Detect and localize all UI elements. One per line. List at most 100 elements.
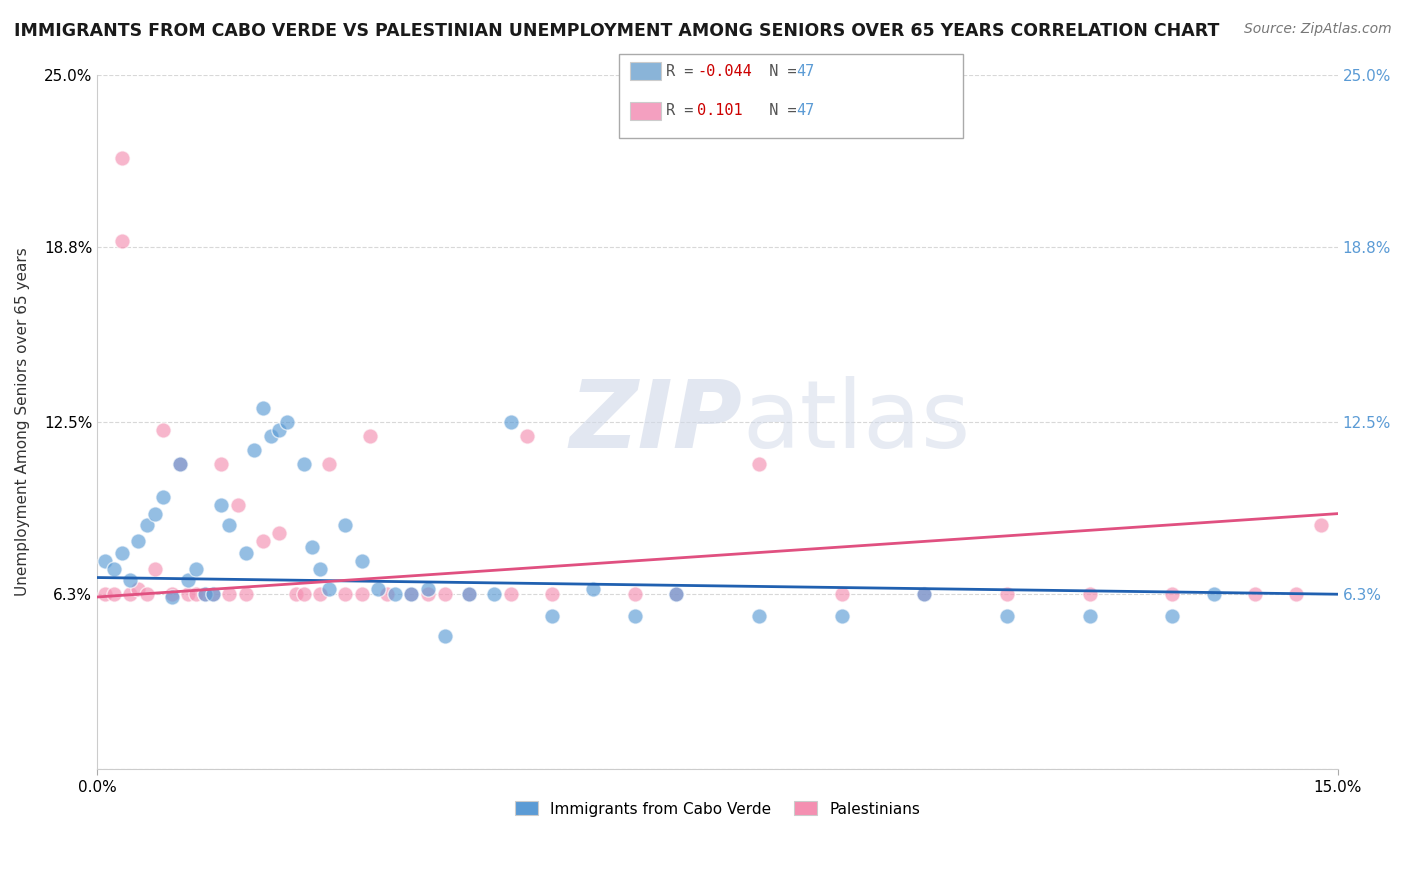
Point — [1078, 587, 1101, 601]
Point — [1161, 587, 1184, 601]
Legend: Immigrants from Cabo Verde, Palestinians: Immigrants from Cabo Verde, Palestinians — [508, 794, 928, 824]
Point — [912, 587, 935, 601]
Point — [160, 590, 183, 604]
Point — [284, 587, 307, 601]
Text: 0.101: 0.101 — [697, 103, 742, 118]
Point — [912, 587, 935, 601]
Text: ZIP: ZIP — [569, 376, 742, 468]
Point — [177, 587, 200, 601]
Point — [201, 587, 224, 601]
Point — [309, 562, 332, 576]
Text: 47: 47 — [796, 103, 814, 118]
Point — [1285, 587, 1308, 601]
Point — [209, 457, 232, 471]
Point — [318, 582, 340, 596]
Point — [267, 526, 290, 541]
Point — [541, 587, 564, 601]
Point — [235, 545, 257, 559]
Point — [831, 609, 853, 624]
Point — [516, 429, 538, 443]
Point — [359, 429, 381, 443]
Point — [152, 423, 174, 437]
Point — [367, 582, 389, 596]
Point — [401, 587, 423, 601]
Point — [292, 457, 315, 471]
Point — [292, 587, 315, 601]
Point — [1310, 517, 1333, 532]
Point — [665, 587, 688, 601]
Point — [120, 587, 142, 601]
Text: -0.044: -0.044 — [697, 64, 752, 78]
Point — [582, 582, 605, 596]
Point — [111, 234, 134, 248]
Point — [458, 587, 481, 601]
Text: N =: N = — [751, 64, 806, 78]
Point — [335, 517, 357, 532]
Point — [186, 587, 208, 601]
Point — [433, 587, 456, 601]
Point — [384, 587, 406, 601]
Point — [458, 587, 481, 601]
Point — [252, 534, 274, 549]
Point — [111, 545, 134, 559]
Point — [318, 457, 340, 471]
Point — [335, 587, 357, 601]
Point — [226, 498, 249, 512]
Point — [235, 587, 257, 601]
Point — [623, 609, 645, 624]
Text: N =: N = — [751, 103, 806, 118]
Point — [252, 401, 274, 415]
Point — [350, 587, 373, 601]
Point — [94, 554, 117, 568]
Point — [541, 609, 564, 624]
Point — [665, 587, 688, 601]
Point — [301, 540, 323, 554]
Point — [260, 429, 283, 443]
Y-axis label: Unemployment Among Seniors over 65 years: Unemployment Among Seniors over 65 years — [15, 248, 30, 596]
Point — [243, 442, 266, 457]
Point — [375, 587, 398, 601]
Point — [276, 415, 298, 429]
Text: IMMIGRANTS FROM CABO VERDE VS PALESTINIAN UNEMPLOYMENT AMONG SENIORS OVER 65 YEA: IMMIGRANTS FROM CABO VERDE VS PALESTINIA… — [14, 22, 1219, 40]
Point — [1078, 609, 1101, 624]
Point — [143, 507, 166, 521]
Point — [309, 587, 332, 601]
Point — [186, 562, 208, 576]
Point — [1244, 587, 1267, 601]
Point — [94, 587, 117, 601]
Point — [350, 554, 373, 568]
Point — [209, 498, 232, 512]
Point — [433, 629, 456, 643]
Point — [1202, 587, 1225, 601]
Text: 47: 47 — [796, 64, 814, 78]
Point — [416, 587, 439, 601]
Point — [995, 587, 1018, 601]
Point — [169, 457, 191, 471]
Point — [482, 587, 505, 601]
Point — [120, 574, 142, 588]
Point — [416, 582, 439, 596]
Point — [995, 609, 1018, 624]
Point — [111, 151, 134, 165]
Point — [748, 609, 770, 624]
Point — [103, 562, 125, 576]
Point — [831, 587, 853, 601]
Point — [201, 587, 224, 601]
Point — [194, 587, 217, 601]
Point — [499, 587, 522, 601]
Point — [194, 587, 217, 601]
Point — [135, 517, 157, 532]
Text: R =: R = — [666, 64, 703, 78]
Point — [127, 582, 149, 596]
Point — [267, 423, 290, 437]
Point — [127, 534, 149, 549]
Point — [135, 587, 157, 601]
Point — [1161, 609, 1184, 624]
Point — [152, 490, 174, 504]
Point — [177, 574, 200, 588]
Point — [401, 587, 423, 601]
Text: atlas: atlas — [742, 376, 970, 468]
Point — [218, 587, 240, 601]
Point — [103, 587, 125, 601]
Point — [160, 587, 183, 601]
